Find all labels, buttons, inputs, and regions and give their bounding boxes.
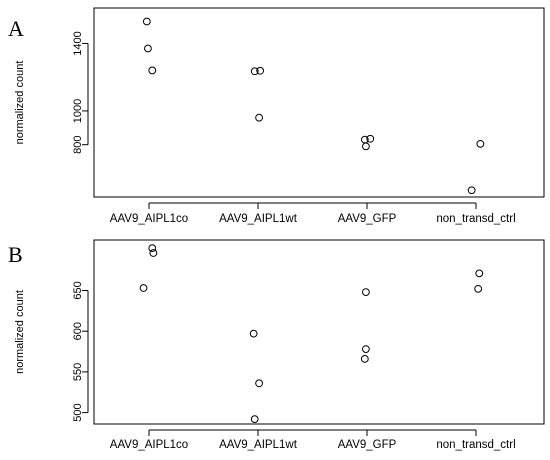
- y-tick-label: 1000: [72, 99, 84, 123]
- plot-frame: [93, 239, 545, 425]
- panel-B: B 500 550 600 650 normalized count AAV9_AIPL1c…: [8, 239, 545, 451]
- y-tick-label: 500: [72, 403, 84, 421]
- data-point: [366, 134, 375, 143]
- y-axis-title: normalized count: [14, 290, 26, 374]
- data-point: [250, 67, 259, 76]
- x-tick-label: AAV9_AIPL1co: [110, 213, 188, 225]
- x-tick-label: AAV9_GFP: [338, 213, 397, 225]
- data-point: [476, 139, 485, 148]
- data-point: [148, 244, 157, 253]
- data-point: [144, 44, 152, 53]
- data-point: [250, 415, 259, 424]
- x-tick-label: AAV9_AIPL1co: [110, 439, 188, 451]
- data-point: [467, 186, 476, 195]
- panel-letter: A: [8, 16, 24, 41]
- y-tick-label: 1400: [72, 31, 84, 55]
- data-point: [255, 113, 263, 122]
- y-tick-label: 550: [72, 363, 84, 381]
- x-tick-label: non_transd_ctrl: [436, 439, 515, 451]
- y-tick-label: 600: [72, 322, 84, 340]
- plot-frame: [93, 7, 545, 198]
- x-tick-label: AAV9_AIPL1wt: [219, 439, 298, 451]
- data-point: [148, 66, 157, 75]
- data-point: [149, 249, 158, 257]
- data-point: [362, 142, 370, 151]
- data-point: [362, 345, 370, 353]
- data-point: [360, 354, 369, 363]
- data-point: [475, 269, 484, 278]
- data-point: [474, 284, 483, 293]
- data-point: [255, 379, 263, 388]
- panel-letter: B: [8, 242, 23, 267]
- y-axis-title: normalized count: [14, 61, 26, 145]
- data-point: [139, 284, 148, 292]
- y-tick-label: 800: [72, 136, 84, 154]
- data-point: [362, 288, 370, 297]
- data-point: [249, 329, 258, 338]
- y-tick-label: 650: [72, 281, 84, 299]
- x-tick-label: AAV9_AIPL1wt: [219, 213, 298, 225]
- data-point: [256, 66, 265, 75]
- x-tick-label: non_transd_ctrl: [436, 213, 515, 225]
- data-point: [142, 17, 151, 26]
- x-tick-label: AAV9_GFP: [338, 439, 397, 451]
- panel-A: A 800 1000 1400 normalized count AAV9_AIPL1co…: [8, 7, 545, 225]
